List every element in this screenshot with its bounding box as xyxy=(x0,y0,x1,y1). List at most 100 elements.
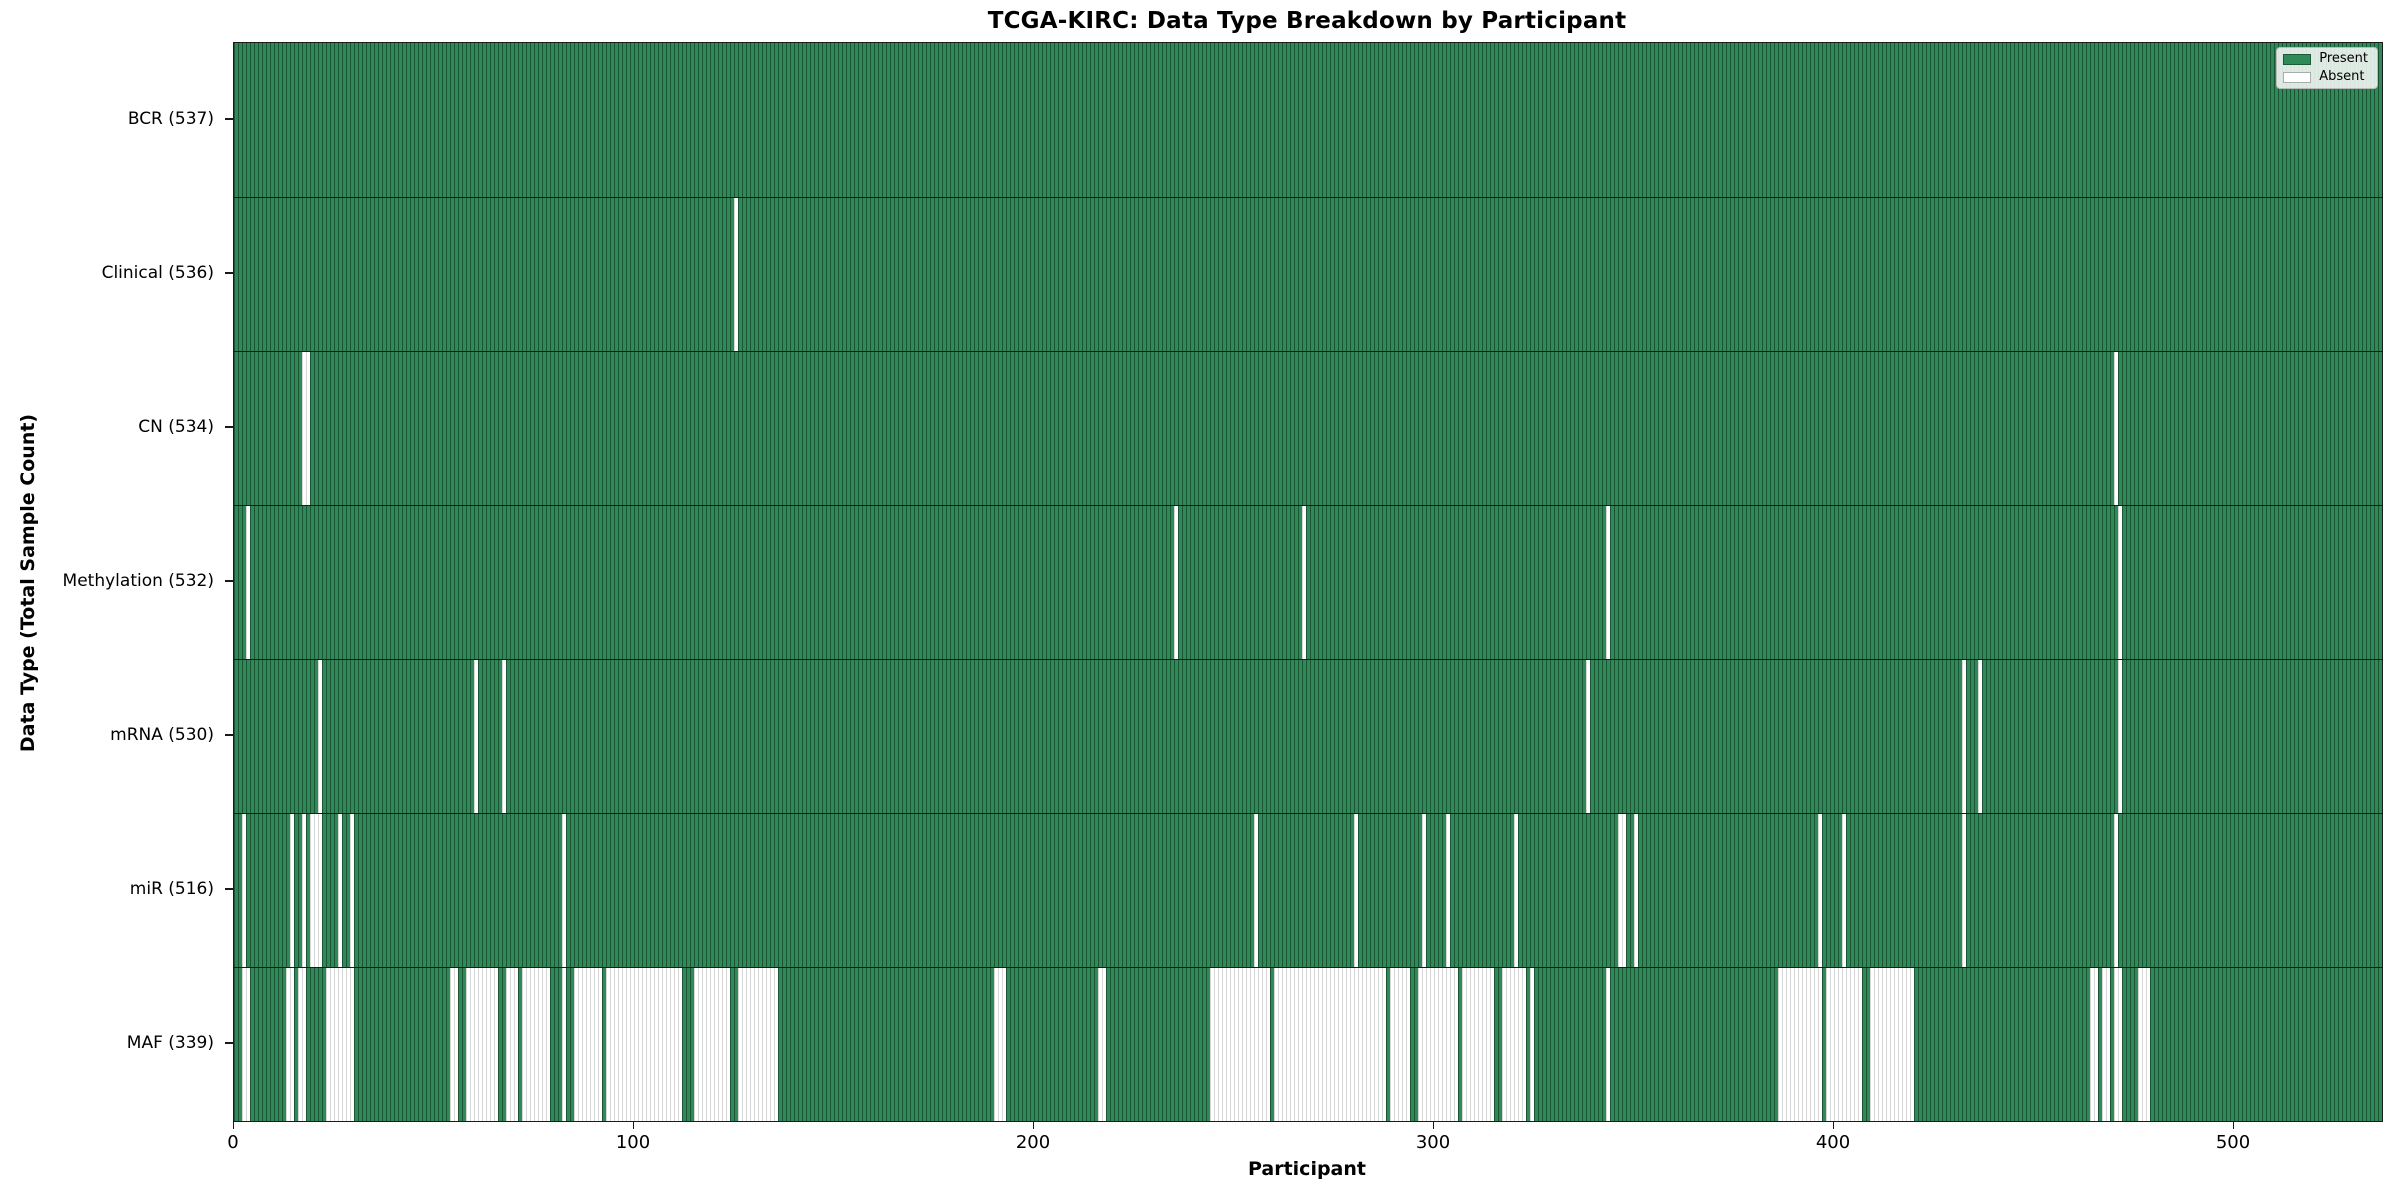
y-tick-label-Methylation: Methylation (532) xyxy=(62,571,214,591)
x-tick-mark xyxy=(2233,1121,2235,1129)
legend-entry-absent: Absent xyxy=(2283,70,2368,84)
absent-gap-miR xyxy=(350,814,354,967)
absent-gap-MAF xyxy=(2102,968,2110,1121)
absent-gap-MAF xyxy=(1606,968,1610,1121)
x-tick-mark xyxy=(233,1121,235,1129)
x-tick-mark xyxy=(1833,1121,1835,1129)
y-tick-mark xyxy=(225,272,233,274)
row-bars-BCR xyxy=(234,43,2382,197)
absent-gap-miR xyxy=(310,814,322,967)
absent-gap-miR xyxy=(290,814,294,967)
absent-gap-MAF xyxy=(1778,968,1822,1121)
row-MAF xyxy=(234,967,2382,1121)
absent-gap-MAF xyxy=(1098,968,1106,1121)
x-tick-label-500: 500 xyxy=(2215,1132,2251,1153)
absent-gap-miR xyxy=(2114,814,2118,967)
absent-gap-miR xyxy=(1446,814,1450,967)
absent-gap-MAF xyxy=(506,968,518,1121)
absent-gap-mRNA xyxy=(1962,660,1966,813)
absent-gap-MAF xyxy=(1390,968,1410,1121)
y-tick-mark xyxy=(225,118,233,120)
absent-gap-MAF xyxy=(2114,968,2122,1121)
absent-gap-MAF xyxy=(242,968,250,1121)
absent-gap-MAF xyxy=(1530,968,1534,1121)
absent-gap-MAF xyxy=(1418,968,1458,1121)
absent-gap-miR xyxy=(1842,814,1846,967)
y-tick-mark xyxy=(225,734,233,736)
absent-gap-MAF xyxy=(522,968,550,1121)
x-tick-label-0: 0 xyxy=(227,1132,239,1153)
absent-gap-MAF xyxy=(1502,968,1526,1121)
absent-gap-MAF xyxy=(606,968,682,1121)
absent-gap-Clinical xyxy=(734,198,738,351)
absent-gap-mRNA xyxy=(474,660,478,813)
absent-gap-MAF xyxy=(694,968,730,1121)
y-tick-label-mRNA: mRNA (530) xyxy=(110,725,214,745)
y-tick-label-CN: CN (534) xyxy=(138,417,214,437)
absent-gap-miR xyxy=(1634,814,1638,967)
absent-gap-Methylation xyxy=(1302,506,1306,659)
x-tick-mark xyxy=(633,1121,635,1129)
absent-gap-CN xyxy=(2114,352,2118,505)
absent-gap-MAF xyxy=(2090,968,2098,1121)
row-BCR xyxy=(234,43,2382,197)
y-tick-mark xyxy=(225,1042,233,1044)
row-mRNA xyxy=(234,659,2382,813)
absent-gap-miR xyxy=(1254,814,1258,967)
y-tick-label-Clinical: Clinical (536) xyxy=(101,263,214,283)
y-tick-label-miR: miR (516) xyxy=(129,879,214,899)
legend-entry-present: Present xyxy=(2283,52,2368,66)
absent-gap-MAF xyxy=(574,968,602,1121)
row-bars-mRNA xyxy=(234,660,2382,813)
absent-gap-miR xyxy=(1354,814,1358,967)
y-tick-mark xyxy=(225,888,233,890)
absent-gap-miR xyxy=(242,814,246,967)
absent-gap-MAF xyxy=(1274,968,1386,1121)
absent-gap-MAF xyxy=(1870,968,1914,1121)
row-miR xyxy=(234,813,2382,967)
absent-gap-MAF xyxy=(350,968,354,1121)
x-tick-label-200: 200 xyxy=(1015,1132,1051,1153)
row-Clinical xyxy=(234,197,2382,351)
absent-gap-MAF xyxy=(994,968,1006,1121)
absent-gap-mRNA xyxy=(1978,660,1982,813)
absent-gap-MAF xyxy=(286,968,294,1121)
absent-gap-MAF xyxy=(738,968,778,1121)
legend-label-present: Present xyxy=(2319,51,2368,66)
absent-gap-miR xyxy=(1962,814,1966,967)
legend: Present Absent xyxy=(2276,47,2378,89)
legend-swatch-absent xyxy=(2283,71,2312,83)
row-bars-Methylation xyxy=(234,506,2382,659)
absent-gap-mRNA xyxy=(502,660,506,813)
absent-gap-mRNA xyxy=(318,660,322,813)
absent-gap-miR xyxy=(302,814,306,967)
x-tick-label-300: 300 xyxy=(1415,1132,1451,1153)
absent-gap-mRNA xyxy=(2118,660,2122,813)
x-tick-mark xyxy=(1033,1121,1035,1129)
absent-gap-miR xyxy=(338,814,342,967)
absent-gap-MAF xyxy=(562,968,566,1121)
absent-gap-miR xyxy=(1618,814,1626,967)
absent-gap-miR xyxy=(1818,814,1822,967)
chart-title: TCGA-KIRC: Data Type Breakdown by Partic… xyxy=(987,8,1627,34)
row-CN xyxy=(234,351,2382,505)
y-tick-mark xyxy=(225,580,233,582)
absent-gap-Methylation xyxy=(246,506,250,659)
row-bars-CN xyxy=(234,352,2382,505)
absent-gap-MAF xyxy=(2138,968,2150,1121)
absent-gap-miR xyxy=(1514,814,1518,967)
legend-swatch-present xyxy=(2283,53,2312,65)
absent-gap-MAF xyxy=(1826,968,1862,1121)
x-axis-label: Participant xyxy=(1247,1158,1366,1180)
absent-gap-mRNA xyxy=(1586,660,1590,813)
plot-area: Present Absent xyxy=(233,42,2383,1122)
absent-gap-MAF xyxy=(326,968,350,1121)
absent-gap-MAF xyxy=(298,968,306,1121)
absent-gap-MAF xyxy=(1462,968,1494,1121)
y-tick-label-MAF: MAF (339) xyxy=(126,1033,214,1053)
row-Methylation xyxy=(234,505,2382,659)
absent-gap-MAF xyxy=(466,968,498,1121)
x-tick-mark xyxy=(1433,1121,1435,1129)
absent-gap-Methylation xyxy=(1606,506,1610,659)
absent-gap-MAF xyxy=(450,968,458,1121)
